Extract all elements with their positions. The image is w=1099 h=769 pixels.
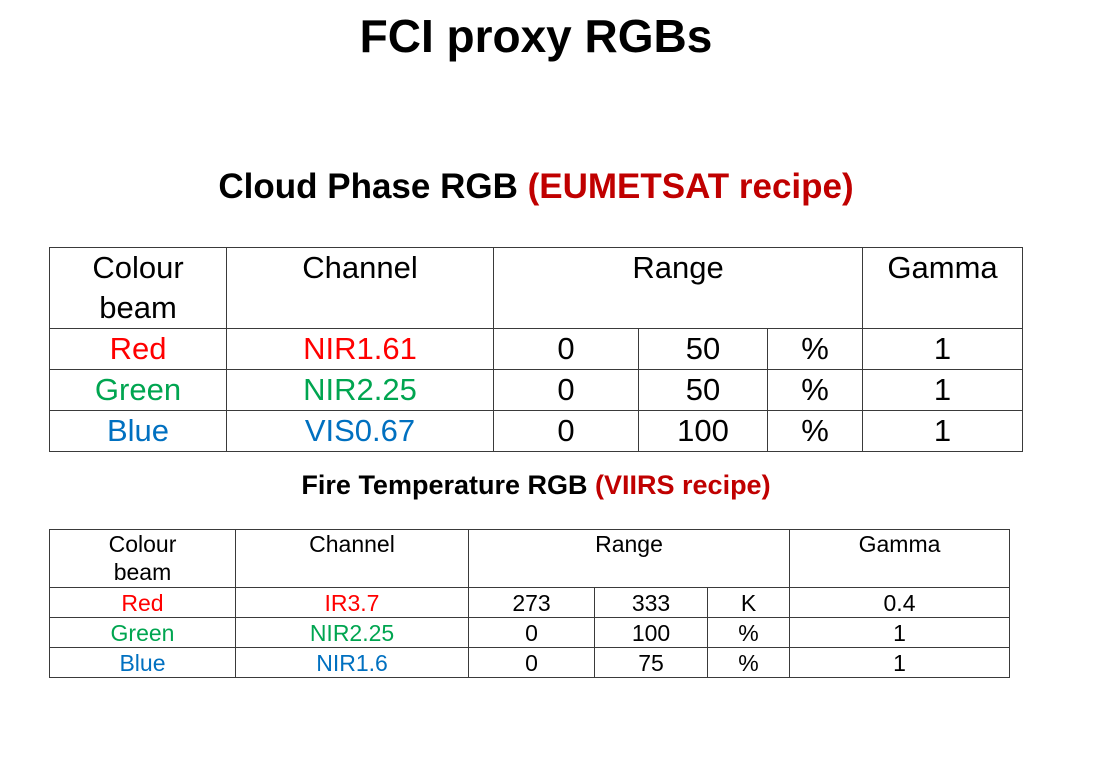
range-unit-cell: K	[706, 587, 791, 618]
header-range: Range	[467, 529, 791, 588]
cloud-phase-recipe: (EUMETSAT recipe)	[527, 167, 854, 206]
channel-cell: IR3.7	[235, 587, 469, 618]
channel-cell: NIR1.6	[235, 647, 469, 678]
fire-temperature-heading: Fire Temperature RGB (VIIRS recipe)	[0, 468, 1072, 502]
colour-beam-cell: Green	[49, 369, 227, 411]
cloud-phase-heading-text: Cloud Phase RGB	[218, 167, 518, 206]
header-range: Range	[492, 247, 864, 329]
header-channel: Channel	[226, 247, 494, 329]
cloud-phase-heading: Cloud Phase RGB (EUMETSAT recipe)	[0, 166, 1072, 208]
channel-cell: NIR2.25	[235, 617, 469, 648]
range-max-cell: 50	[638, 369, 768, 411]
gamma-cell: 1	[862, 369, 1024, 411]
range-max-cell: 333	[594, 587, 708, 618]
fire-temperature-recipe: (VIIRS recipe)	[595, 470, 771, 500]
colour-beam-cell: Red	[49, 587, 236, 618]
table-row: Red IR3.7 273 333 K 0.4	[49, 587, 1011, 618]
table-row: Red NIR1.61 0 50 % 1	[49, 328, 1024, 370]
range-max-cell: 75	[594, 647, 708, 678]
gamma-cell: 1	[789, 617, 1011, 648]
header-gamma: Gamma	[789, 529, 1011, 588]
channel-cell: NIR2.25	[226, 369, 494, 411]
range-min-cell: 0	[493, 369, 639, 411]
gamma-cell: 1	[862, 410, 1024, 452]
range-min-cell: 0	[493, 328, 639, 370]
table-header-row: Colour beam Channel Range Gamma	[49, 529, 1011, 588]
range-unit-cell: %	[706, 617, 791, 648]
colour-beam-cell: Blue	[49, 647, 236, 678]
fire-temperature-heading-text: Fire Temperature RGB	[301, 470, 588, 500]
colour-beam-cell: Blue	[49, 410, 227, 452]
range-unit-cell: %	[706, 647, 791, 678]
header-colour-beam: Colour beam	[49, 247, 227, 329]
range-unit-cell: %	[766, 328, 864, 370]
range-max-cell: 100	[594, 617, 708, 648]
colour-beam-cell: Green	[49, 617, 236, 648]
colour-beam-cell: Red	[49, 328, 227, 370]
channel-cell: NIR1.61	[226, 328, 494, 370]
range-min-cell: 0	[493, 410, 639, 452]
range-unit-cell: %	[766, 410, 864, 452]
range-max-cell: 50	[638, 328, 768, 370]
cloud-phase-table: Colour beam Channel Range Gamma Red NIR1.…	[49, 247, 1024, 452]
header-colour-beam: Colour beam	[49, 529, 236, 588]
range-min-cell: 273	[468, 587, 595, 618]
gamma-cell: 0.4	[789, 587, 1011, 618]
gamma-cell: 1	[862, 328, 1024, 370]
table-row: Green NIR2.25 0 100 % 1	[49, 617, 1011, 648]
range-min-cell: 0	[468, 647, 595, 678]
gamma-cell: 1	[789, 647, 1011, 678]
header-channel: Channel	[235, 529, 469, 588]
range-min-cell: 0	[468, 617, 595, 648]
fire-temperature-table: Colour beam Channel Range Gamma Red IR3.7…	[49, 529, 1011, 678]
table-row: Green NIR2.25 0 50 % 1	[49, 369, 1024, 411]
range-unit-cell: %	[766, 369, 864, 411]
page-title: FCI proxy RGBs	[359, 10, 713, 62]
channel-cell: VIS0.67	[226, 410, 494, 452]
table-row: Blue NIR1.6 0 75 % 1	[49, 647, 1011, 678]
table-header-row: Colour beam Channel Range Gamma	[49, 247, 1024, 329]
header-gamma: Gamma	[862, 247, 1024, 329]
range-max-cell: 100	[638, 410, 768, 452]
table-row: Blue VIS0.67 0 100 % 1	[49, 410, 1024, 452]
